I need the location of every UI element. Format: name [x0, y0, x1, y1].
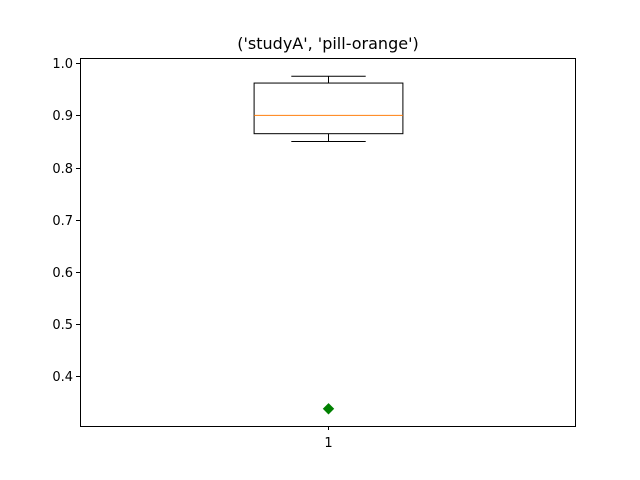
box-series — [253, 75, 404, 415]
y-tick-label: 0.8 — [52, 162, 73, 177]
y-tick-label: 0.7 — [52, 214, 73, 229]
y-tick-label: 0.9 — [52, 109, 73, 124]
y-tick-label: 0.6 — [52, 266, 73, 281]
box-1 — [253, 75, 404, 415]
y-tick-label: 0.4 — [52, 370, 73, 385]
y-tick-label: 0.5 — [52, 318, 73, 333]
iqr-box — [253, 82, 404, 135]
chart-title: ('studyA', 'pill-orange') — [237, 34, 418, 53]
y-tick-label: 1.0 — [52, 57, 73, 72]
outlier-point — [322, 403, 335, 415]
plot-area-frame — [80, 58, 576, 427]
y-axis: 0.4 0.5 0.6 0.7 0.8 0.9 1.0 — [52, 57, 80, 385]
x-tick-label: 1 — [324, 436, 332, 451]
x-axis: 1 — [324, 426, 333, 451]
